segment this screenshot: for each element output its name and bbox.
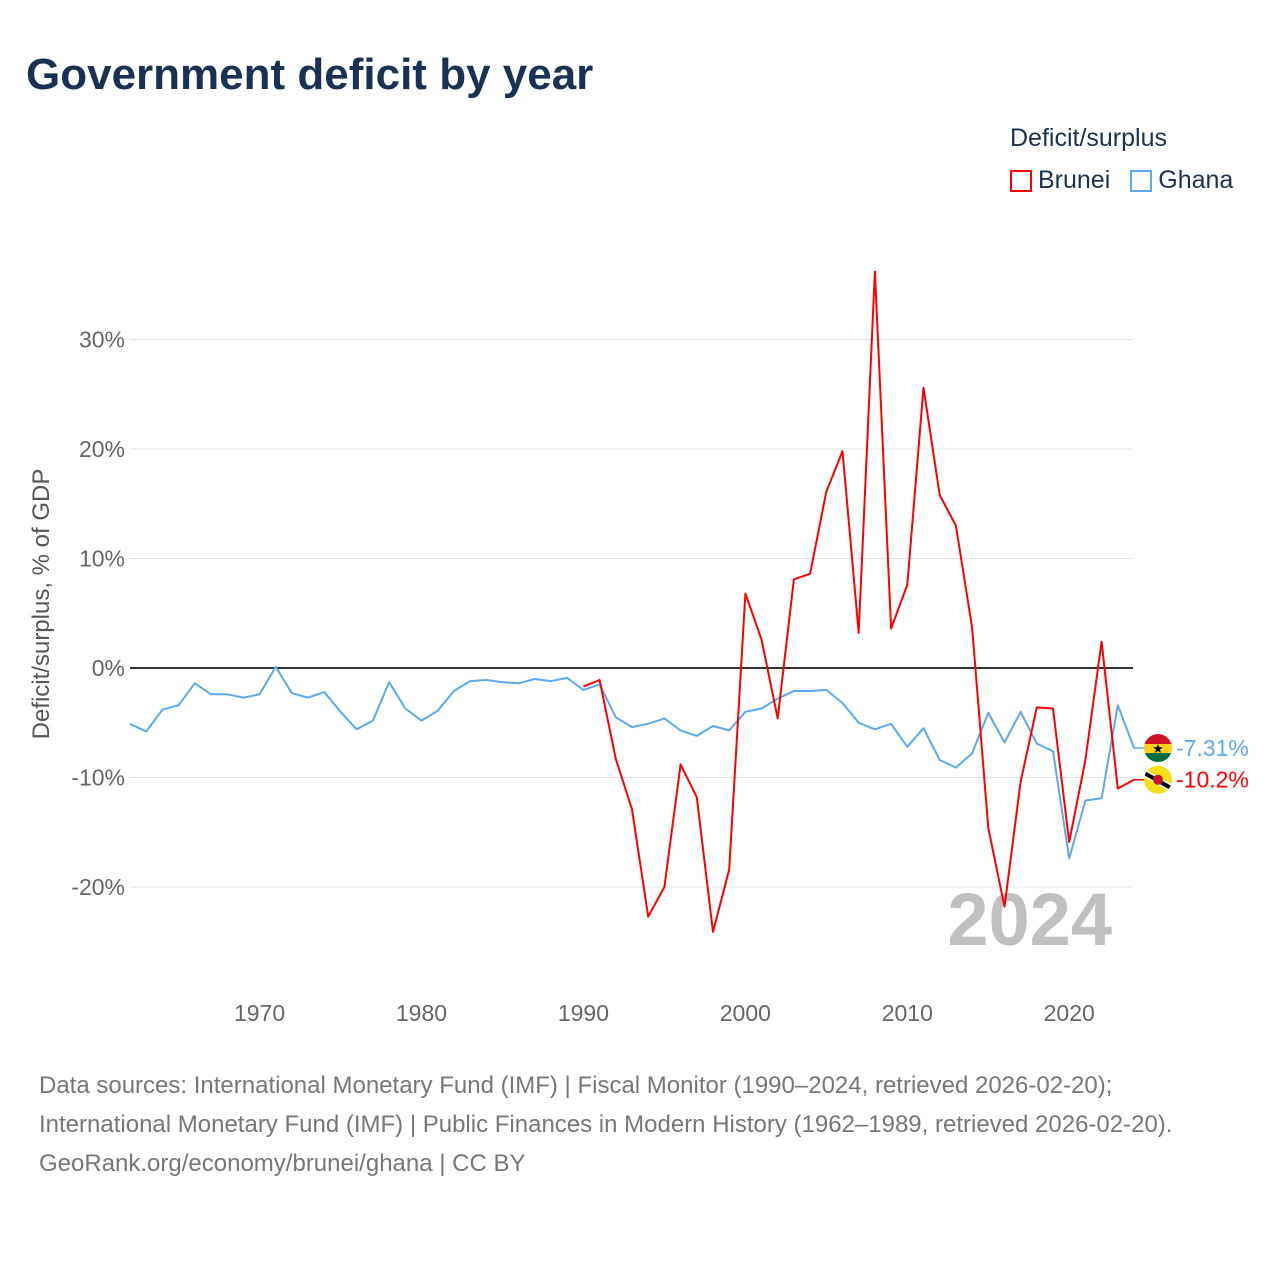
end-value-label-ghana: -7.31% xyxy=(1176,735,1249,761)
legend: Brunei Ghana xyxy=(1010,166,1233,195)
y-tick-label: 0% xyxy=(92,655,125,681)
y-tick-label: -10% xyxy=(71,765,125,791)
y-tick-label: 20% xyxy=(79,436,125,462)
data-sources: Data sources: International Monetary Fun… xyxy=(39,1072,1173,1138)
x-tick-label: 2010 xyxy=(882,1000,933,1026)
legend-item-ghana[interactable]: Ghana xyxy=(1130,166,1233,195)
x-tick-label: 1970 xyxy=(234,1000,285,1026)
series-line-ghana[interactable] xyxy=(129,665,1135,860)
footer: Data sources: International Monetary Fun… xyxy=(39,1066,1239,1183)
chart-title: Government deficit by year xyxy=(26,50,594,99)
brunei-flag-icon xyxy=(1144,765,1172,794)
legend-item-brunei[interactable]: Brunei xyxy=(1010,166,1110,195)
y-tick-label: -20% xyxy=(71,874,125,900)
x-tick-label: 1990 xyxy=(558,1000,609,1026)
legend-swatch-brunei xyxy=(1010,169,1032,192)
svg-text:★: ★ xyxy=(1152,741,1164,756)
x-tick-label: 2000 xyxy=(720,1000,771,1026)
ghana-flag-icon: ★ xyxy=(1144,734,1172,763)
x-tick-label: 1980 xyxy=(396,1000,447,1026)
credit-link[interactable]: GeoRank.org/economy/brunei/ghana | CC BY xyxy=(39,1150,526,1177)
year-watermark: 2024 xyxy=(947,878,1112,961)
series-line-brunei[interactable] xyxy=(583,270,1135,933)
x-tick-label: 2020 xyxy=(1044,1000,1095,1026)
y-tick-label: 10% xyxy=(79,546,125,572)
legend-swatch-ghana xyxy=(1130,169,1153,192)
y-tick-label: 30% xyxy=(79,327,125,353)
legend-label-brunei: Brunei xyxy=(1038,166,1111,194)
legend-label-ghana: Ghana xyxy=(1158,166,1234,194)
legend-title: Deficit/surplus xyxy=(1010,124,1167,152)
end-value-label-brunei: -10.2% xyxy=(1176,767,1249,793)
